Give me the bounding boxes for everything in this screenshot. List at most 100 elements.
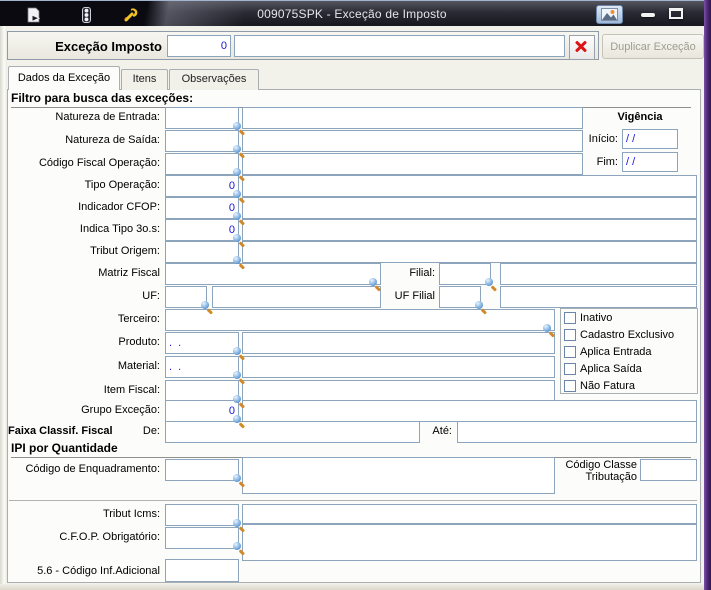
- maximize-button[interactable]: [669, 8, 683, 19]
- tribut-icms-code-input[interactable]: [165, 504, 239, 526]
- uf-filial-lookup-icon[interactable]: [475, 301, 485, 311]
- window-frame-bottom: [0, 584, 704, 590]
- produto-lookup-icon[interactable]: [233, 347, 243, 357]
- codigo-enquadramento-desc-input[interactable]: [242, 457, 555, 494]
- vigencia-fim-input[interactable]: [622, 152, 678, 172]
- item-fiscal-desc-input[interactable]: [242, 380, 555, 402]
- vigencia-inicio-label: Início:: [588, 133, 618, 145]
- exception-name-input[interactable]: [234, 35, 565, 57]
- filial-code-input[interactable]: [439, 263, 491, 285]
- material-lookup-icon[interactable]: [233, 371, 243, 381]
- tribut-origem-desc-input[interactable]: [242, 241, 697, 263]
- matriz-fiscal-input[interactable]: [165, 263, 381, 285]
- faixa-ate-input[interactable]: [457, 421, 697, 443]
- tribut-origem-code-input[interactable]: [165, 241, 239, 263]
- natureza-saida-code-input[interactable]: [165, 130, 239, 152]
- faixa-ate-label: Até:: [432, 425, 452, 437]
- codigo-fiscal-operacao-lookup-icon[interactable]: [233, 168, 243, 178]
- cfop-obrigatorio-lookup-icon[interactable]: [233, 542, 243, 552]
- exception-code-input[interactable]: [167, 35, 231, 57]
- produto-code-input[interactable]: [165, 332, 239, 354]
- produto-desc-input[interactable]: [242, 332, 555, 354]
- natureza-entrada-desc-input[interactable]: [242, 107, 583, 129]
- codigo-fiscal-operacao-code-input[interactable]: [165, 153, 239, 175]
- grupo-excecao-desc-input[interactable]: [242, 400, 697, 422]
- minimize-button[interactable]: [641, 13, 655, 17]
- section-ipi-title: IPI por Quantidade: [11, 441, 691, 458]
- duplicate-exception-button[interactable]: Duplicar Exceção: [602, 34, 704, 59]
- uf-filial-desc-input[interactable]: [500, 286, 697, 308]
- cadastro-exclusivo-checkbox[interactable]: [564, 329, 576, 341]
- tab-itens[interactable]: Itens: [121, 69, 168, 90]
- picture-button[interactable]: [596, 5, 623, 24]
- codigo-inf-adicional-label: 5.6 - Código Inf.Adicional: [37, 565, 160, 577]
- cfop-obrigatorio-code-input[interactable]: [165, 527, 239, 549]
- natureza-entrada-label: Natureza de Entrada:: [55, 111, 160, 123]
- terceiro-input[interactable]: [165, 309, 555, 331]
- item-fiscal-lookup-icon[interactable]: [233, 395, 243, 405]
- inativo-label: Inativo: [580, 312, 613, 324]
- wrench-icon[interactable]: [122, 7, 139, 23]
- terceiro-label: Terceiro:: [117, 313, 160, 325]
- natureza-saida-label: Natureza de Saída:: [65, 134, 160, 146]
- indica-tipo-3os-label: Indica Tipo 3o.s:: [79, 223, 160, 235]
- window-frame-left: [0, 26, 7, 590]
- tipo-operacao-desc-input[interactable]: [242, 175, 697, 197]
- tab-dados-da-excecao[interactable]: Dados da Exceção: [8, 66, 120, 90]
- filial-label: Filial:: [409, 267, 435, 279]
- natureza-entrada-code-input[interactable]: [165, 107, 239, 129]
- indicador-cfop-code-input[interactable]: [165, 197, 239, 219]
- matriz-fiscal-lookup-icon[interactable]: [369, 278, 379, 288]
- codigo-classe-tributacao-input[interactable]: [640, 459, 697, 481]
- faixa-classif-fiscal-label: Faixa Classif. Fiscal: [8, 425, 113, 437]
- grupo-excecao-lookup-icon[interactable]: [233, 415, 243, 425]
- terceiro-lookup-icon[interactable]: [543, 324, 553, 334]
- tab-observacoes[interactable]: Observações: [169, 69, 259, 90]
- natureza-entrada-lookup-icon[interactable]: [233, 122, 243, 132]
- aplica-entrada-checkbox[interactable]: [564, 346, 576, 358]
- codigo-fiscal-operacao-desc-input[interactable]: [242, 153, 583, 175]
- exit-icon[interactable]: [25, 7, 42, 23]
- cfop-obrigatorio-desc-input[interactable]: [242, 524, 697, 561]
- natureza-saida-lookup-icon[interactable]: [233, 145, 243, 155]
- indica-tipo-3os-desc-input[interactable]: [242, 219, 697, 241]
- aplica-saida-label: Aplica Saída: [580, 363, 642, 375]
- codigo-classe-label-2: Tributação: [585, 471, 637, 483]
- faixa-de-input[interactable]: [165, 421, 420, 443]
- aplica-saida-checkbox[interactable]: [564, 363, 576, 375]
- uf-code-input[interactable]: [165, 286, 207, 308]
- faixa-de-label: De:: [142, 425, 160, 437]
- clear-x-button[interactable]: [569, 35, 595, 60]
- uf-lookup-icon[interactable]: [201, 301, 211, 311]
- traffic-light-icon[interactable]: [78, 7, 95, 23]
- uf-filial-label: UF Filial: [394, 290, 435, 302]
- tribut-icms-lookup-icon[interactable]: [233, 519, 243, 529]
- uf-filial-code-input[interactable]: [439, 286, 481, 308]
- codigo-inf-adicional-input[interactable]: [165, 559, 239, 582]
- exception-tax-label: Exceção Imposto: [55, 39, 162, 54]
- codigo-fiscal-operacao-label: Código Fiscal Operação:: [38, 157, 160, 169]
- inativo-checkbox[interactable]: [564, 312, 576, 324]
- tipo-operacao-code-input[interactable]: [165, 175, 239, 197]
- nao-fatura-checkbox[interactable]: [564, 380, 576, 392]
- item-fiscal-code-input[interactable]: [165, 380, 239, 402]
- material-code-input[interactable]: [165, 356, 239, 378]
- indicador-cfop-desc-input[interactable]: [242, 197, 697, 219]
- tribut-origem-lookup-icon[interactable]: [233, 256, 243, 266]
- tribut-icms-desc-input[interactable]: [242, 504, 697, 524]
- uf-desc-input[interactable]: [212, 286, 381, 308]
- tipo-operacao-lookup-icon[interactable]: [233, 190, 243, 200]
- codigo-enquadramento-lookup-icon[interactable]: [233, 474, 243, 484]
- natureza-saida-desc-input[interactable]: [242, 130, 583, 152]
- indicador-cfop-lookup-icon[interactable]: [233, 212, 243, 222]
- filial-desc-input[interactable]: [500, 263, 697, 285]
- grupo-excecao-code-input[interactable]: [165, 400, 239, 422]
- filial-lookup-icon[interactable]: [485, 278, 495, 288]
- indica-tipo-3os-lookup-icon[interactable]: [233, 234, 243, 244]
- vigencia-inicio-input[interactable]: [622, 129, 678, 149]
- produto-label: Produto:: [118, 336, 160, 348]
- codigo-enquadramento-code-input[interactable]: [165, 459, 239, 481]
- material-desc-input[interactable]: [242, 356, 555, 378]
- indica-tipo-3os-code-input[interactable]: [165, 219, 239, 241]
